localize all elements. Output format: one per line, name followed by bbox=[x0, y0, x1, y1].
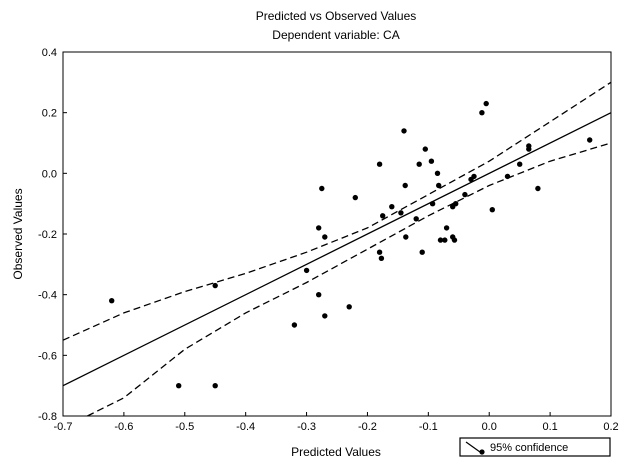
data-point bbox=[489, 207, 495, 213]
x-tick-label: -0.4 bbox=[236, 421, 255, 433]
plot-points bbox=[109, 100, 593, 389]
data-point bbox=[479, 110, 485, 116]
data-point bbox=[413, 216, 419, 222]
data-point bbox=[316, 292, 322, 298]
data-point bbox=[176, 383, 182, 389]
data-point bbox=[517, 161, 523, 167]
x-axis-label: Predicted Values bbox=[291, 445, 381, 459]
data-point bbox=[376, 161, 383, 167]
data-point bbox=[291, 322, 298, 328]
chart-title: Predicted vs Observed Values bbox=[256, 9, 417, 23]
data-point bbox=[587, 137, 593, 143]
data-point bbox=[376, 249, 383, 255]
data-point bbox=[322, 313, 328, 319]
data-point bbox=[389, 204, 395, 210]
data-point bbox=[453, 201, 459, 207]
data-point bbox=[322, 234, 328, 240]
data-point bbox=[434, 170, 441, 176]
data-point bbox=[419, 249, 425, 255]
x-tick-label: -0.2 bbox=[358, 421, 377, 433]
data-point bbox=[451, 237, 458, 243]
y-tick-label: -0.6 bbox=[38, 350, 57, 362]
chart-subtitle: Dependent variable: CA bbox=[272, 28, 399, 42]
data-point bbox=[462, 191, 468, 198]
data-point bbox=[535, 185, 541, 192]
data-point bbox=[429, 201, 436, 207]
legend-line-icon bbox=[465, 441, 481, 453]
legend: 95% confidence bbox=[459, 437, 611, 457]
y-tick-label: 0.0 bbox=[42, 168, 57, 180]
x-tick-label: 0.0 bbox=[482, 421, 497, 433]
data-point bbox=[109, 298, 115, 304]
data-point bbox=[319, 185, 325, 192]
data-point bbox=[483, 100, 489, 107]
data-point bbox=[526, 146, 532, 152]
data-point bbox=[428, 158, 435, 164]
y-tick-label: 0.2 bbox=[42, 108, 57, 120]
x-tick-label: -0.5 bbox=[175, 421, 194, 433]
y-tick-label: -0.4 bbox=[38, 290, 57, 302]
data-point bbox=[416, 161, 422, 167]
x-axis-ticks: -0.7 -0.6 -0.5 -0.4 -0.3 -0.2 -0.1 0.0 0.1 0.2 bbox=[54, 412, 619, 433]
data-point bbox=[401, 128, 407, 134]
y-tick-label: -0.2 bbox=[38, 229, 57, 241]
plot-lines bbox=[62, 81, 612, 417]
confidence-band-line bbox=[62, 81, 612, 341]
data-point bbox=[504, 173, 511, 180]
x-tick-label: -0.7 bbox=[54, 421, 73, 433]
data-point bbox=[212, 282, 218, 289]
legend-box bbox=[459, 437, 611, 457]
data-point bbox=[437, 237, 444, 243]
data-point bbox=[436, 182, 442, 189]
data-point bbox=[398, 210, 404, 216]
data-point bbox=[443, 225, 450, 231]
plot-frame bbox=[62, 51, 612, 417]
x-tick-label: -0.3 bbox=[297, 421, 316, 433]
y-tick-label: -0.8 bbox=[38, 411, 57, 423]
data-point bbox=[212, 383, 218, 389]
data-point bbox=[442, 237, 448, 243]
data-point bbox=[380, 213, 386, 219]
data-point bbox=[471, 173, 477, 180]
data-point bbox=[346, 304, 352, 310]
x-tick-label: -0.1 bbox=[419, 421, 438, 433]
data-point bbox=[303, 267, 310, 274]
data-point bbox=[378, 255, 385, 261]
data-point bbox=[403, 234, 409, 240]
x-tick-label: 0.2 bbox=[603, 421, 618, 433]
y-tick-label: 0.4 bbox=[42, 47, 57, 59]
legend-point-icon bbox=[479, 449, 485, 455]
data-point bbox=[352, 194, 358, 201]
x-tick-label: -0.6 bbox=[114, 421, 133, 433]
data-point bbox=[422, 146, 428, 152]
regression-line bbox=[62, 112, 612, 387]
confidence-band-line bbox=[87, 142, 612, 417]
data-point bbox=[316, 225, 322, 231]
y-axis-label: Observed Values bbox=[11, 188, 25, 279]
x-tick-label: 0.1 bbox=[542, 421, 557, 433]
legend-label: 95% confidence bbox=[490, 442, 568, 454]
data-point bbox=[402, 182, 408, 189]
